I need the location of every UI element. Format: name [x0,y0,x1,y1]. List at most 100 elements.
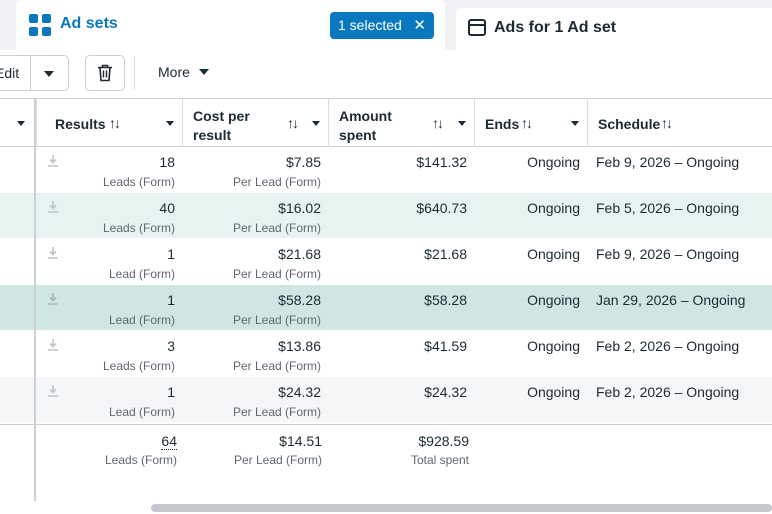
ad-sets-table: Results ↑↓ Cost per result ↑↓ Amount spe… [0,98,772,501]
column-header-previous[interactable] [0,99,37,147]
tab-ads[interactable]: Ads for 1 Ad set [456,8,772,50]
sort-amount-icon[interactable]: ↑↓ [432,115,444,131]
cost-value: $21.68 [278,246,321,262]
cost-unit: Per Lead (Form) [232,359,321,373]
ends-value: Ongoing [527,154,580,170]
results-unit: Lead (Form) [108,313,175,327]
amount-spent-value: $24.32 [424,384,467,400]
table-header: Results ↑↓ Cost per result ↑↓ Amount spe… [0,98,772,147]
total-cost-unit: Per Lead (Form) [233,453,322,467]
ends-value: Ongoing [527,246,580,262]
clear-selection-close-icon[interactable]: ✕ [413,17,426,34]
schedule-value: Feb 2, 2026 – Ongoing [596,384,740,400]
amount-spent-value: $58.28 [424,292,467,308]
column-header-schedule[interactable]: Schedule ↑↓ [588,99,772,147]
download-icon[interactable] [48,247,58,259]
scrollbar-thumb[interactable] [151,504,772,512]
ad-sets-grid-icon [29,14,51,36]
sort-ends-icon[interactable]: ↑↓ [521,115,533,131]
results-unit: Lead (Form) [108,405,175,419]
cost-menu-chevron-down-icon[interactable] [312,121,320,126]
frozen-column-divider [34,98,36,501]
total-cost-value: $14.51 [279,433,322,449]
download-icon[interactable] [48,155,58,167]
column-cost-label-line2: result [193,127,232,143]
ends-menu-chevron-down-icon[interactable] [571,121,579,126]
results-unit: Leads (Form) [102,175,175,189]
amount-menu-chevron-down-icon[interactable] [458,121,466,126]
sort-cost-icon[interactable]: ↑↓ [287,115,299,131]
table-row[interactable]: 18 Leads (Form) $7.85 Per Lead (Form) $1… [0,147,772,193]
column-amount-label-line1: Amount [339,108,392,124]
results-value: 3 [167,338,175,354]
total-amount-spent-value: $928.59 [418,433,469,449]
table-row[interactable]: 1 Lead (Form) $21.68 Per Lead (Form) $21… [0,239,772,285]
results-value: 18 [159,154,175,170]
ends-value: Ongoing [527,200,580,216]
totals-row: 64 Leads (Form) $14.51 Per Lead (Form) $… [0,424,772,498]
trash-icon [98,64,112,82]
cost-unit: Per Lead (Form) [232,405,321,419]
selected-count-label: 1 selected [338,17,402,33]
more-chevron-down-icon [198,69,209,75]
column-header-results[interactable]: Results ↑↓ [37,99,183,147]
cost-unit: Per Lead (Form) [232,175,321,189]
download-icon[interactable] [48,293,58,305]
schedule-value: Feb 2, 2026 – Ongoing [596,338,740,354]
toolbar: Edit More [0,50,772,98]
column-menu-chevron-down-icon[interactable] [17,121,25,126]
download-icon[interactable] [48,385,58,397]
column-header-cost-per-result[interactable]: Cost per result ↑↓ [183,99,329,147]
cost-value: $7.85 [285,154,321,170]
column-header-ends[interactable]: Ends ↑↓ [475,99,588,147]
delete-button[interactable] [85,55,125,91]
schedule-value: Feb 9, 2026 – Ongoing [596,246,740,262]
download-icon[interactable] [48,201,58,213]
total-results-unit: Leads (Form) [104,453,177,467]
table-row[interactable]: 3 Leads (Form) $13.86 Per Lead (Form) $4… [0,331,772,377]
horizontal-scrollbar[interactable] [0,501,772,514]
results-unit: Leads (Form) [102,359,175,373]
sort-schedule-icon[interactable]: ↑↓ [661,115,673,131]
tab-ad-sets-label: Ad sets [60,15,118,32]
amount-spent-value: $21.68 [424,246,467,262]
table-row[interactable]: 1 Lead (Form) $24.32 Per Lead (Form) $24… [0,377,772,423]
cost-unit: Per Lead (Form) [232,313,321,327]
column-cost-label-line1: Cost per [193,108,250,124]
sort-results-icon[interactable]: ↑↓ [109,115,121,131]
amount-spent-value: $41.59 [424,338,467,354]
toolbar-divider [134,56,135,90]
schedule-value: Feb 9, 2026 – Ongoing [596,154,740,170]
table-row-selected[interactable]: 1 Lead (Form) $58.28 Per Lead (Form) $58… [0,285,772,331]
total-results-value[interactable]: 64 [161,433,177,450]
ends-value: Ongoing [527,384,580,400]
results-unit: Leads (Form) [102,221,175,235]
column-schedule-label: Schedule [598,116,661,132]
selected-count-pill[interactable]: 1 selected ✕ [330,12,434,39]
results-value: 1 [167,246,175,262]
tab-ads-label: Ads for 1 Ad set [494,19,617,36]
results-value: 1 [167,384,175,400]
ads-window-icon [468,19,486,36]
results-unit: Lead (Form) [108,267,175,281]
edit-button-label: Edit [0,65,20,81]
total-amount-spent-label: Total spent [410,453,469,467]
more-button[interactable]: More [158,64,209,80]
amount-spent-value: $141.32 [416,154,467,170]
results-value: 40 [159,200,175,216]
cost-unit: Per Lead (Form) [232,267,321,281]
cost-unit: Per Lead (Form) [232,221,321,235]
schedule-value: Jan 29, 2026 – Ongoing [596,292,746,308]
edit-button[interactable]: Edit [0,55,69,91]
column-results-label: Results [55,116,106,132]
cost-value: $16.02 [278,200,321,216]
amount-spent-value: $640.73 [416,200,467,216]
results-menu-chevron-down-icon[interactable] [166,121,174,126]
cost-value: $24.32 [278,384,321,400]
column-header-amount-spent[interactable]: Amount spent ↑↓ [329,99,475,147]
edit-dropdown-chevron-down-icon[interactable] [44,71,54,77]
column-ends-label: Ends [485,116,520,132]
results-value: 1 [167,292,175,308]
download-icon[interactable] [48,339,58,351]
table-row[interactable]: 40 Leads (Form) $16.02 Per Lead (Form) $… [0,193,772,239]
